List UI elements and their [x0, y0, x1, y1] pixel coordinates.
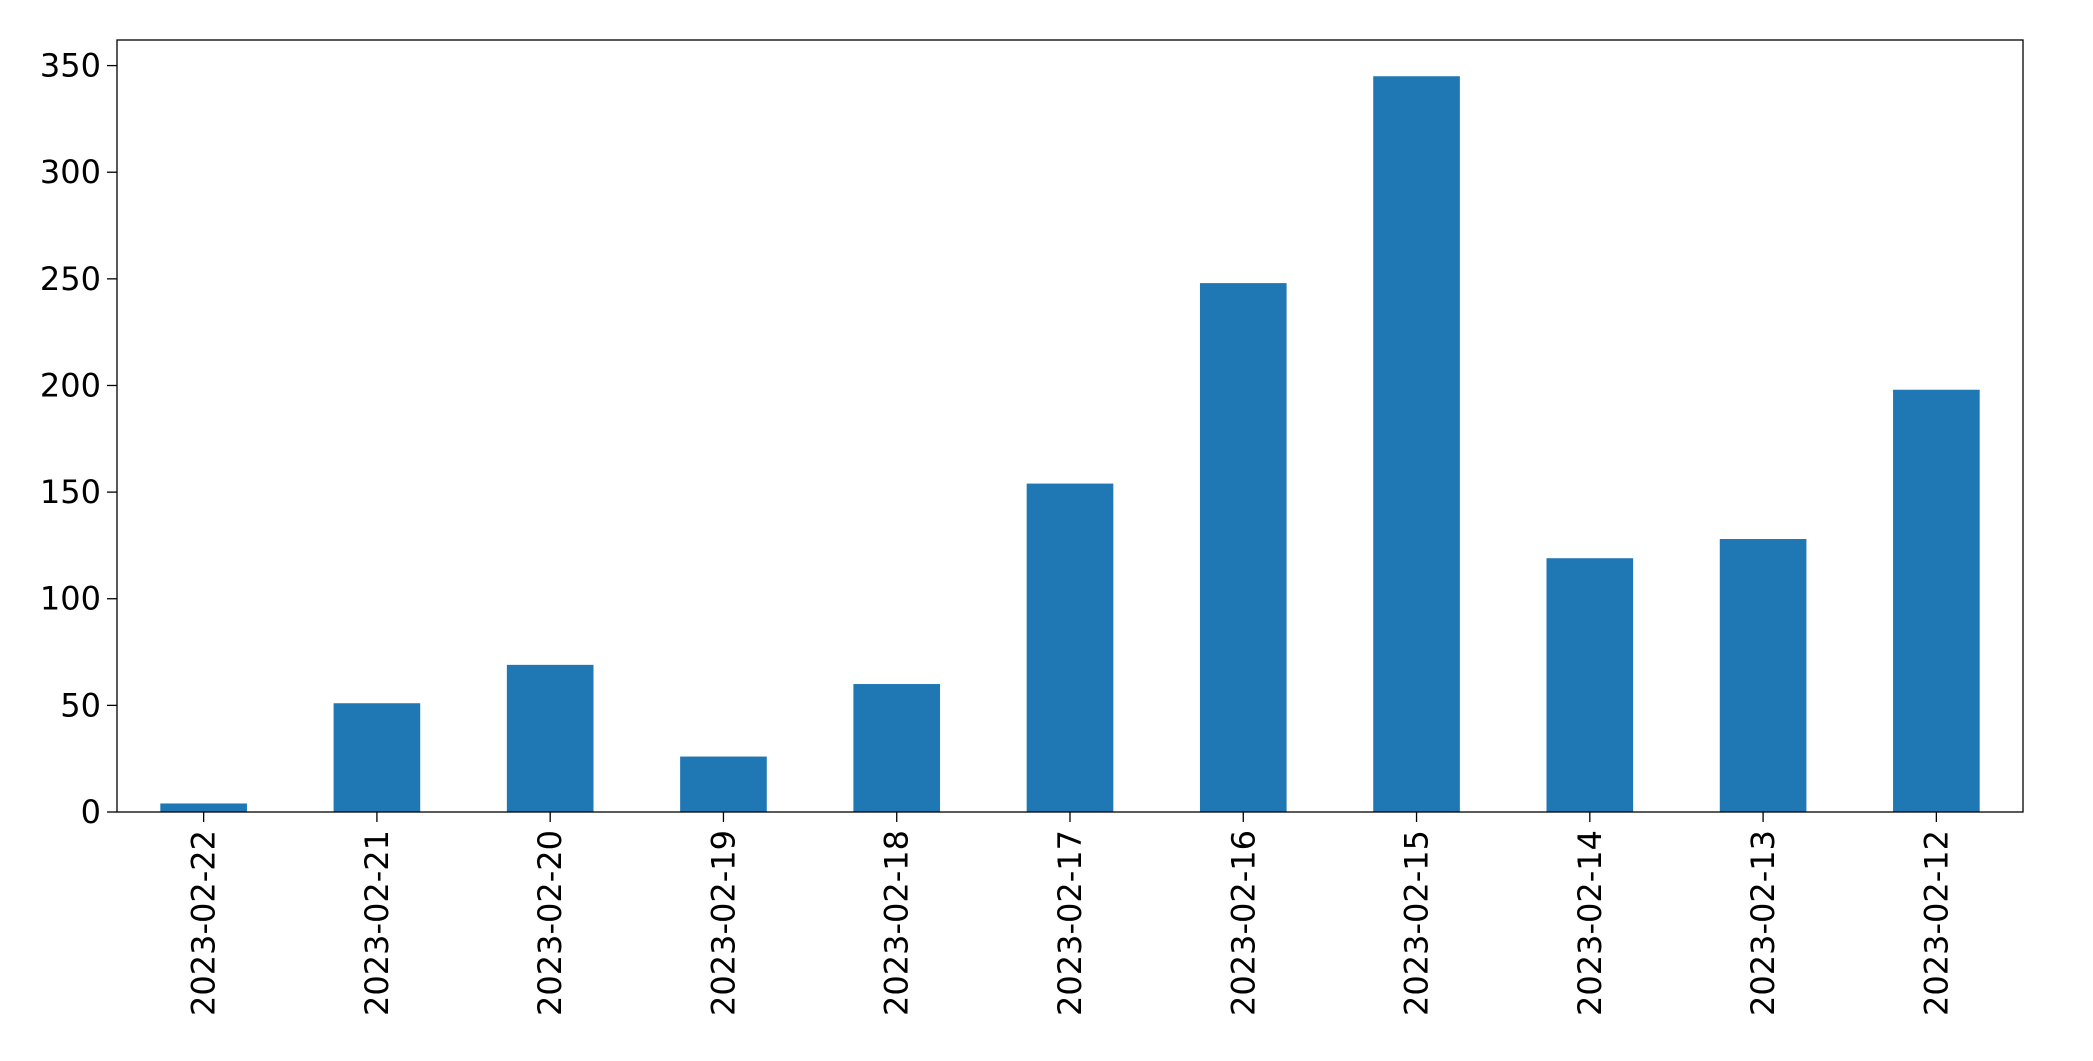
bar-2023-02-16	[1199, 283, 1287, 812]
x-axis: 2023-02-22 2023-02-21 2023-02-20 2023-02-19…	[185, 812, 1955, 1016]
x-tick-label: 2023-02-17	[1051, 830, 1089, 1016]
y-tick-label: 0	[81, 793, 101, 831]
bar-2023-02-14	[1546, 558, 1634, 812]
y-tick-label: 150	[40, 473, 101, 511]
bar-2023-02-21	[333, 703, 421, 812]
bars-group	[160, 76, 1980, 812]
x-tick-label: 2023-02-14	[1571, 830, 1609, 1016]
x-tick-label: 2023-02-22	[185, 830, 223, 1016]
bar-2023-02-20	[506, 664, 594, 812]
bar-2023-02-19	[680, 756, 767, 812]
bar-2023-02-17	[1026, 483, 1114, 812]
x-tick-label: 2023-02-13	[1744, 830, 1782, 1016]
y-tick-label: 350	[40, 47, 101, 85]
x-tick-label: 2023-02-19	[704, 830, 742, 1016]
y-tick-label: 50	[60, 686, 101, 724]
x-tick-label: 2023-02-20	[531, 830, 569, 1016]
x-tick-label: 2023-02-12	[1917, 830, 1955, 1016]
y-tick-label: 300	[40, 153, 101, 191]
x-tick-label: 2023-02-16	[1224, 830, 1262, 1016]
bar-2023-02-18	[853, 684, 941, 812]
y-tick-label: 200	[40, 366, 101, 404]
bar-2023-02-22	[160, 803, 247, 812]
bar-2023-02-15	[1373, 76, 1460, 812]
x-tick-label: 2023-02-21	[358, 830, 396, 1016]
y-axis: 0 50 100 150 200 250 300 350	[40, 47, 117, 831]
y-tick-label: 100	[40, 580, 101, 618]
plot-frame	[116, 39, 2024, 813]
y-tick-label: 250	[40, 260, 101, 298]
x-tick-label: 2023-02-15	[1398, 830, 1436, 1016]
bar-2023-02-12	[1893, 389, 1980, 812]
bar-2023-02-13	[1719, 539, 1807, 812]
x-tick-label: 2023-02-18	[878, 830, 916, 1016]
